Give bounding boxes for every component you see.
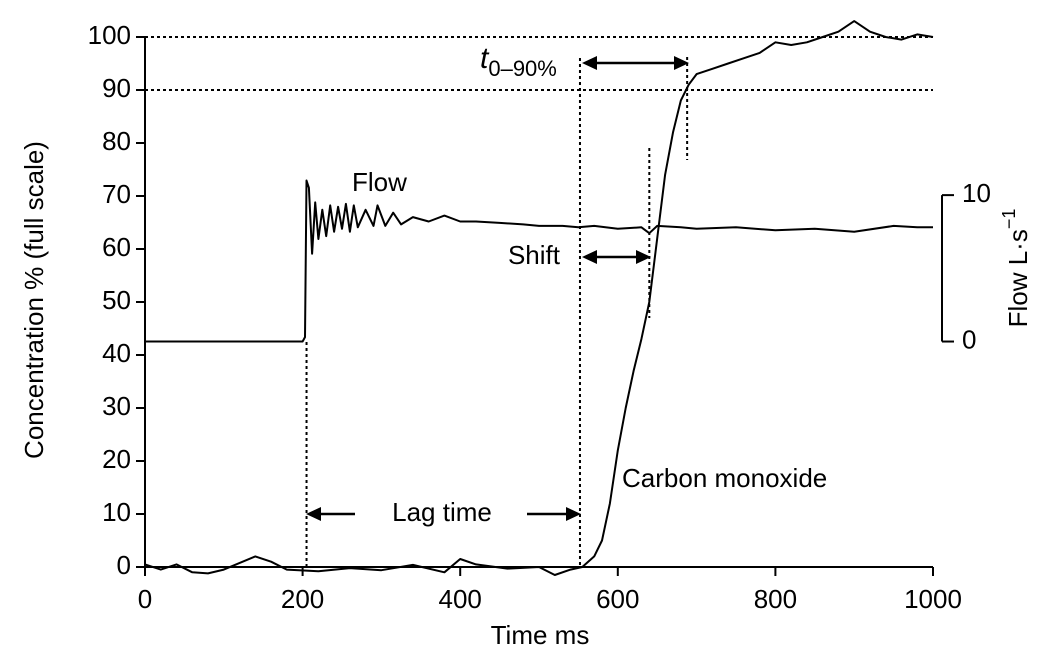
y-tick-label: 60 (102, 232, 131, 262)
arrow-head (636, 250, 651, 264)
x-tick-label: 600 (596, 584, 639, 614)
annotation: t0–90% (480, 42, 557, 81)
arrow-head (674, 56, 689, 70)
annotation: Shift (508, 240, 561, 270)
arrow-head (566, 507, 581, 521)
y-axis-label: Concentration % (full scale) (19, 141, 49, 459)
y2-axis-label-sup: −1 (999, 209, 1019, 230)
y2-tick-label: 10 (962, 178, 991, 208)
y-tick-label: 40 (102, 338, 131, 368)
y2-axis-label-text: Flow L·s (1003, 229, 1033, 327)
data-line (145, 179, 933, 343)
y-tick-label: 10 (102, 497, 131, 527)
data-line (144, 20, 934, 576)
x-tick-label: 200 (281, 584, 324, 614)
annotation-main: t (480, 42, 490, 75)
y-tick-label: 50 (102, 285, 131, 315)
annotation-sub: 0–90% (488, 56, 557, 81)
arrow-head (582, 56, 597, 70)
x-tick-label: 1000 (904, 584, 962, 614)
y2-tick-label: 0 (962, 324, 976, 354)
arrow-head (582, 250, 597, 264)
x-tick-label: 0 (138, 584, 152, 614)
annotation: Flow (352, 167, 407, 197)
y-tick-label: 30 (102, 391, 131, 421)
annotation: Lag time (392, 497, 492, 527)
y-tick-label: 70 (102, 179, 131, 209)
y-tick-label: 80 (102, 126, 131, 156)
annotations: Flow Shift Lag time Carbon monoxide t0–9… (306, 42, 827, 527)
y-tick-label: 0 (117, 550, 131, 580)
arrow-head (306, 507, 321, 521)
annotation: Carbon monoxide (622, 463, 827, 493)
x-tick-label: 800 (754, 584, 797, 614)
y-tick-label: 100 (88, 20, 131, 50)
y2-axis-label: Flow L·s−1 (999, 209, 1033, 328)
x-axis-label: Time ms (491, 620, 590, 650)
y-tick-label: 20 (102, 444, 131, 474)
x-tick-label: 400 (439, 584, 482, 614)
y-tick-label: 90 (102, 73, 131, 103)
